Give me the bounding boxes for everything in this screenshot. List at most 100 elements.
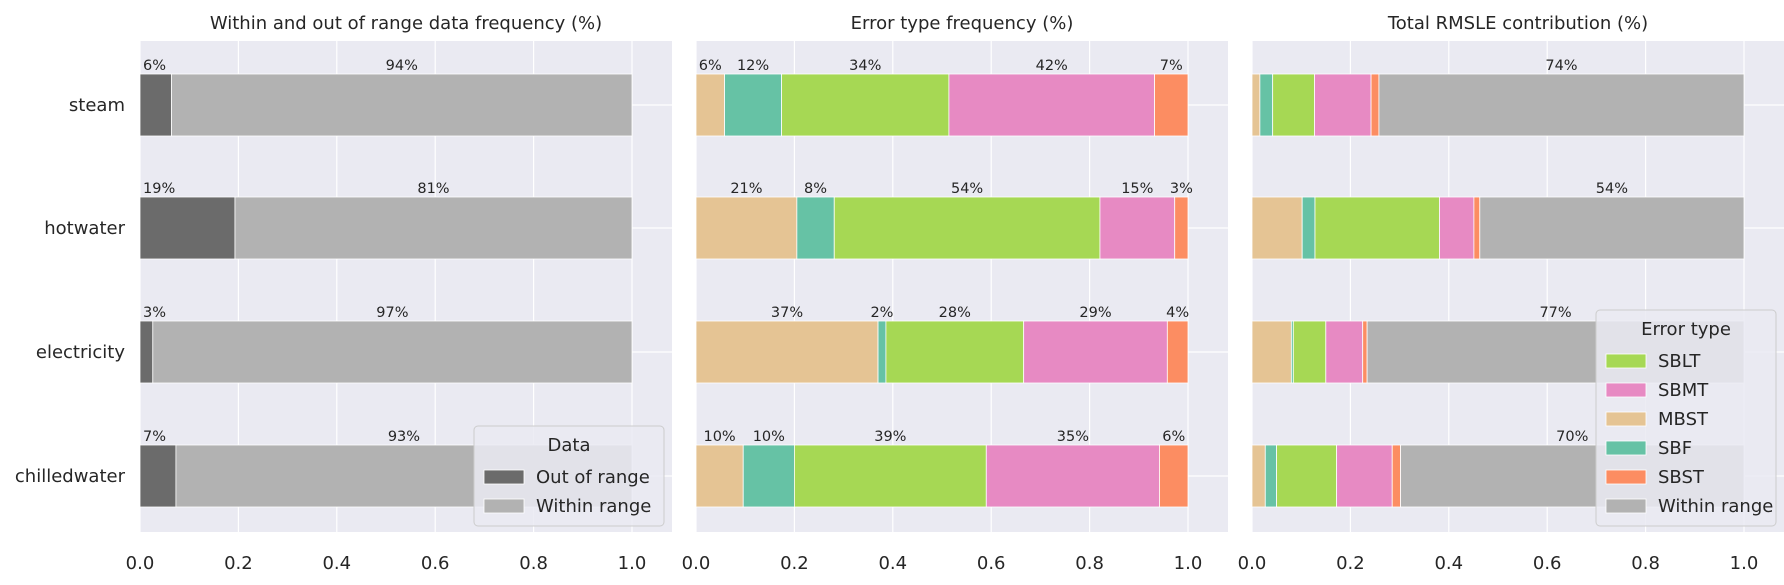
y-tick-label: chilledwater xyxy=(15,466,126,487)
bar-sbf xyxy=(796,196,835,260)
x-tick-label: 0.8 xyxy=(1631,553,1660,574)
x-tick-label: 0.0 xyxy=(1238,553,1267,574)
bar-within-range xyxy=(171,73,633,137)
bar-mbst xyxy=(695,73,725,137)
bar-sblt xyxy=(781,73,950,137)
bar-sbf xyxy=(1259,73,1274,137)
x-tick-label: 1.0 xyxy=(618,553,647,574)
x-tick-label: 0.8 xyxy=(1075,553,1104,574)
bar-sbst xyxy=(1159,444,1189,508)
panel-2: 0.0 0.2 0.4 0.6 0.8 1.0 Error type frequency (… xyxy=(682,13,1228,574)
bar-out-of-range xyxy=(139,444,177,508)
data-label: 15% xyxy=(1121,181,1153,197)
bar-sbmt xyxy=(1336,444,1393,508)
data-label: 94% xyxy=(386,58,418,74)
data-label: 54% xyxy=(1596,181,1628,197)
bar-sbmt xyxy=(1099,196,1176,260)
data-label: 10% xyxy=(703,429,735,445)
bar-sblt xyxy=(833,196,1101,260)
bar-mbst xyxy=(695,196,798,260)
bar-mbst xyxy=(695,320,879,384)
legend: Data Out of range Within range xyxy=(473,425,665,527)
bar-sbf xyxy=(742,444,795,508)
bar-sbf xyxy=(1264,444,1278,508)
data-label: 70% xyxy=(1556,429,1588,445)
panel-1: 0.0 0.2 0.4 0.6 0.8 1.0 Within and out of rang… xyxy=(15,13,672,574)
panel-title: Total RMSLE contribution (%) xyxy=(1387,13,1648,34)
bar-sbmt xyxy=(1439,196,1475,260)
legend-swatch xyxy=(1605,498,1647,514)
x-tick-label: 0.2 xyxy=(1336,553,1365,574)
legend-swatch xyxy=(1605,469,1647,485)
bar-mbst xyxy=(695,444,744,508)
x-tick-label: 0.4 xyxy=(1434,553,1463,574)
data-label: 77% xyxy=(1539,305,1571,321)
panel-3: 0.0 0.2 0.4 0.6 0.8 1.0 Total RMSLE contributi… xyxy=(1238,13,1784,574)
data-label: 6% xyxy=(1162,429,1185,445)
data-label: 28% xyxy=(939,305,971,321)
data-label: 19% xyxy=(143,181,175,197)
x-tick-label: 0.2 xyxy=(224,553,253,574)
data-label: 10% xyxy=(753,429,785,445)
legend-title: Error type xyxy=(1641,319,1731,340)
bar-sbmt xyxy=(1325,320,1364,384)
x-tick-label: 0.4 xyxy=(878,553,907,574)
bar-sbf xyxy=(877,320,887,384)
bar-sbf xyxy=(724,73,783,137)
data-label: 29% xyxy=(1079,305,1111,321)
bar-within-range xyxy=(234,196,633,260)
x-tick-label: 0.0 xyxy=(682,553,711,574)
x-tick-label: 0.2 xyxy=(780,553,809,574)
data-label: 39% xyxy=(874,429,906,445)
legend-swatch xyxy=(1605,411,1647,427)
x-tick-label: 0.8 xyxy=(519,553,548,574)
data-label: 54% xyxy=(951,181,983,197)
data-label: 93% xyxy=(388,429,420,445)
data-label: 42% xyxy=(1036,58,1068,74)
legend-label: SBST xyxy=(1658,467,1705,488)
data-label: 21% xyxy=(730,181,762,197)
bar-sbst xyxy=(1154,73,1189,137)
legend-label: MBST xyxy=(1658,409,1709,430)
bar-sblt xyxy=(794,444,987,508)
x-tick-label: 1.0 xyxy=(1730,553,1759,574)
x-tick-label: 0.0 xyxy=(126,553,155,574)
bar-sbst xyxy=(1362,320,1368,384)
bar-within-range xyxy=(1378,73,1745,137)
x-tick-label: 0.6 xyxy=(421,553,450,574)
data-label: 3% xyxy=(1170,181,1193,197)
bar-mbst xyxy=(1251,196,1303,260)
y-tick-label: steam xyxy=(69,95,125,116)
bar-sbmt xyxy=(948,73,1155,137)
bar-sbmt xyxy=(1314,73,1372,137)
x-tick-label: 0.6 xyxy=(1533,553,1562,574)
legend: Error type SBLT SBMT MBST SBF SBST Within rang… xyxy=(1595,309,1777,527)
bar-sblt xyxy=(885,320,1025,384)
bar-sbst xyxy=(1391,444,1401,508)
data-label: 34% xyxy=(849,58,881,74)
bar-sblt xyxy=(1292,320,1327,384)
bar-out-of-range xyxy=(139,320,154,384)
legend-label: Out of range xyxy=(536,467,650,488)
data-label: 3% xyxy=(143,305,166,321)
bar-sblt xyxy=(1314,196,1440,260)
legend-label: SBLT xyxy=(1658,351,1701,372)
legend-label: Within range xyxy=(536,496,651,517)
bar-mbst xyxy=(1251,444,1266,508)
y-tick-label: hotwater xyxy=(44,218,125,239)
panel-title: Within and out of range data frequency (… xyxy=(210,13,602,34)
bar-within-range xyxy=(152,320,633,384)
data-label: 7% xyxy=(1160,58,1183,74)
data-label: 97% xyxy=(376,305,408,321)
bar-sbmt xyxy=(985,444,1160,508)
legend-swatch xyxy=(1605,353,1647,369)
legend-label: Within range xyxy=(1658,496,1773,517)
data-label: 6% xyxy=(143,58,166,74)
x-tick-label: 1.0 xyxy=(1174,553,1203,574)
bar-sbf xyxy=(1301,196,1316,260)
bar-mbst xyxy=(1251,73,1261,137)
data-label: 4% xyxy=(1166,305,1189,321)
data-label: 7% xyxy=(143,429,166,445)
x-tick-label: 0.6 xyxy=(977,553,1006,574)
